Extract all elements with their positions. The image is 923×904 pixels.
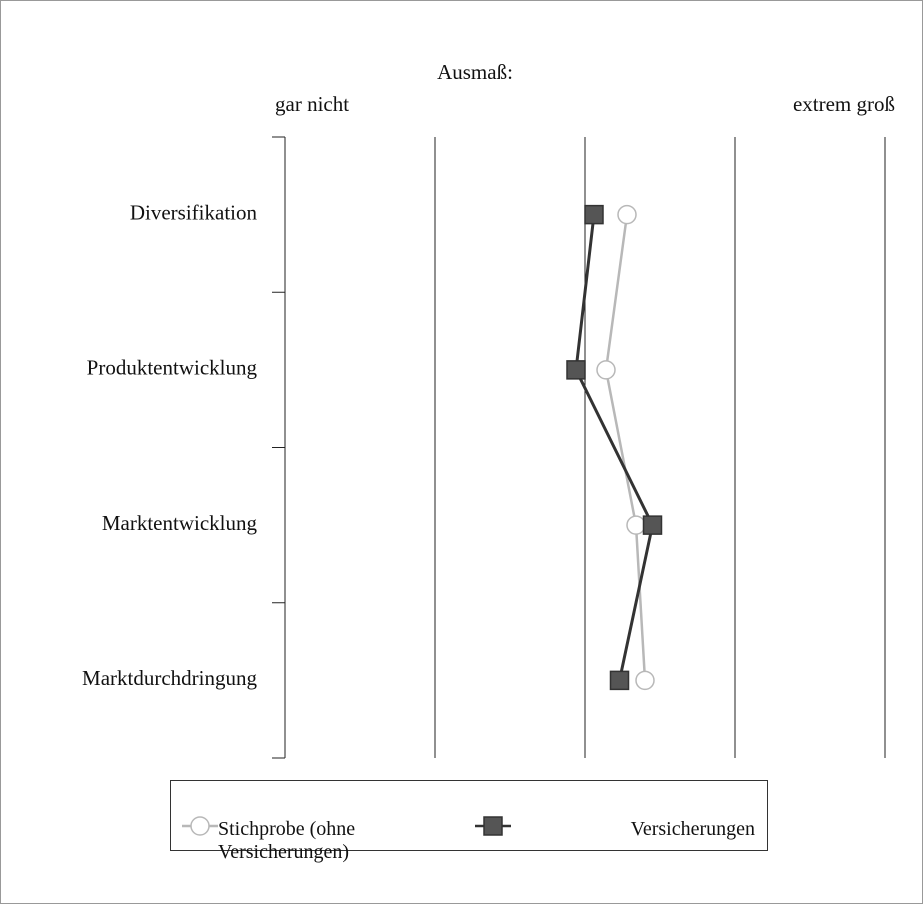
axis-max-label: extrem groß (793, 92, 895, 116)
point (483, 816, 503, 836)
point (609, 670, 630, 691)
axis-min-label: gar nicht (275, 92, 349, 116)
point (190, 816, 210, 836)
y-tick-label: Marktentwicklung (102, 511, 258, 535)
point (642, 515, 663, 535)
series-line (574, 214, 655, 681)
y-tick-label: Produktentwicklung (87, 356, 258, 380)
point (635, 670, 655, 691)
point (584, 204, 604, 225)
y-tick-label: Marktdurchdringung (82, 666, 257, 690)
legend-box (170, 780, 768, 851)
legend-label: Stichprobe (ohne Versicherungen) (218, 818, 356, 863)
axis-title: Ausmaß: (437, 60, 513, 84)
point (626, 515, 646, 535)
point (596, 360, 616, 380)
series-line (604, 214, 647, 681)
point (566, 360, 586, 380)
legend-label: Versicherungen (630, 818, 755, 840)
point (617, 204, 637, 225)
y-tick-label: Diversifikation (130, 200, 258, 224)
